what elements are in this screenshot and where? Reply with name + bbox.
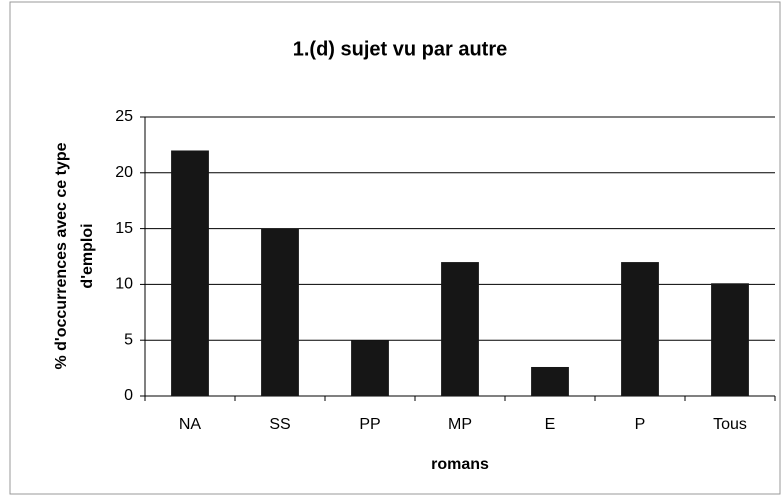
bar: [441, 262, 479, 396]
x-tick-label: MP: [448, 416, 472, 433]
y-axis-title: % d'occurrences avec ce type: [53, 142, 70, 369]
y-tick-label: 20: [115, 164, 133, 181]
x-axis-title: romans: [431, 456, 489, 473]
x-tick-label: Tous: [713, 416, 747, 433]
y-tick-label: 15: [115, 220, 133, 237]
y-tick-label: 5: [124, 331, 133, 348]
x-tick-label: E: [545, 416, 556, 433]
bar: [621, 262, 659, 396]
y-tick-label: 10: [115, 276, 133, 293]
bar: [711, 283, 749, 396]
x-tick-label: PP: [359, 416, 380, 433]
bar: [261, 228, 299, 396]
bar: [531, 366, 569, 396]
chart-frame: [9, 1, 781, 495]
x-tick-label: NA: [179, 416, 202, 433]
x-tick-label: SS: [269, 416, 290, 433]
y-tick-label: 0: [124, 387, 133, 404]
bar: [351, 340, 389, 396]
x-tick-label: P: [635, 416, 646, 433]
y-tick-label: 25: [115, 108, 133, 125]
bar: [171, 150, 209, 396]
y-axis-title: d'emploi: [79, 223, 96, 288]
chart-title: 1.(d) sujet vu par autre: [293, 38, 508, 60]
